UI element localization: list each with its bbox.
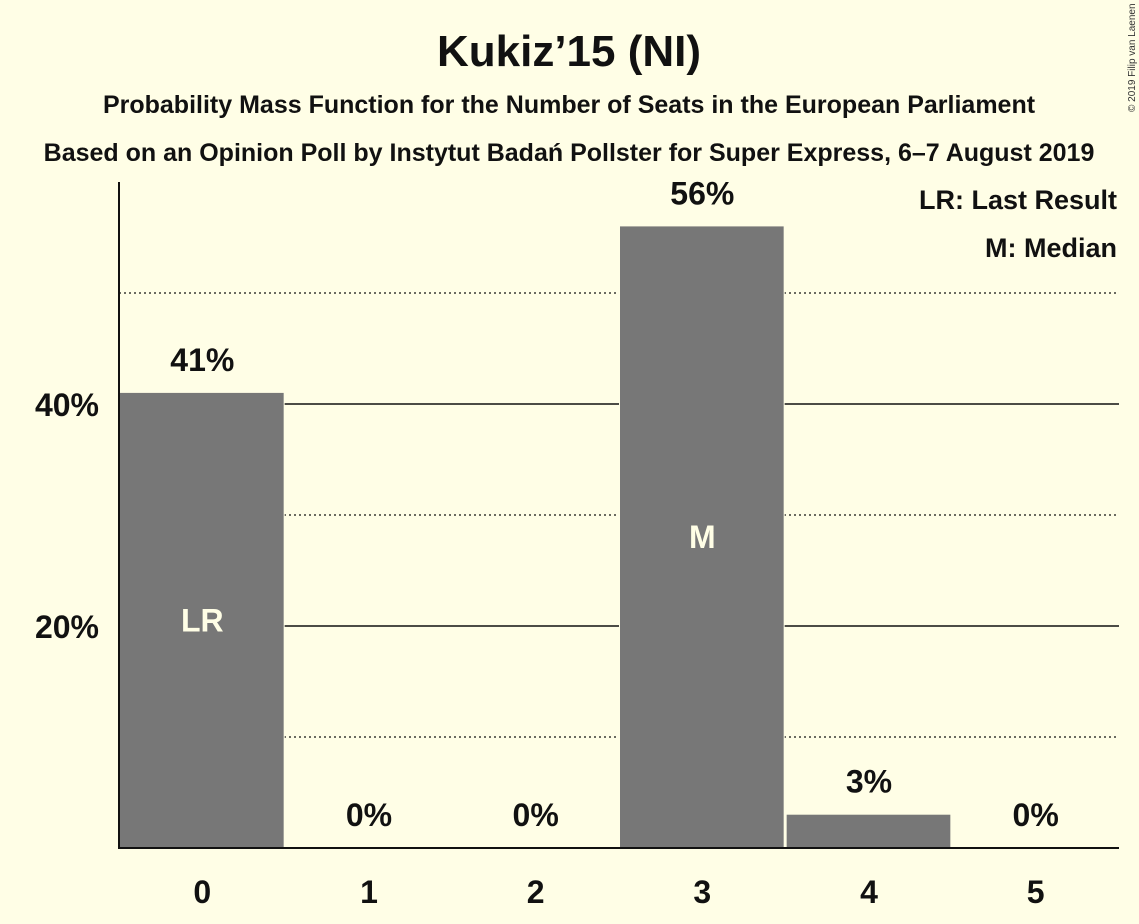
copyright-text: © 2019 Filip van Laenen	[1127, 3, 1138, 112]
data-label-2: 0%	[513, 797, 559, 833]
x-axis-ticks: 0 1 2 3 4 5	[193, 874, 1044, 910]
bar-tag-m: M	[689, 519, 716, 555]
data-label-1: 0%	[346, 797, 392, 833]
x-tick-label: 2	[527, 874, 545, 910]
data-labels: 41% LR 0% 0% 56% M 3% 0%	[170, 175, 1058, 833]
bar-seat-0	[120, 392, 284, 848]
data-label-0: 41%	[170, 342, 234, 378]
bar-seat-3	[620, 226, 784, 848]
data-label-3: 56%	[670, 175, 734, 211]
y-tick-label: 20%	[35, 609, 99, 645]
x-tick-label: 1	[360, 874, 378, 910]
bar-tag-lr: LR	[181, 602, 224, 638]
legend-median: M: Median	[985, 233, 1117, 263]
chart-subtitle: Probability Mass Function for the Number…	[103, 91, 1036, 119]
data-label-4: 3%	[846, 764, 892, 800]
legend-last-result: LR: Last Result	[919, 185, 1117, 215]
y-tick-label: 40%	[35, 387, 99, 423]
bars	[119, 226, 952, 848]
x-tick-label: 0	[193, 874, 211, 910]
bar-seat-4	[786, 814, 951, 848]
chart-subtitle-source: Based on an Opinion Poll by Instytut Bad…	[44, 139, 1095, 167]
x-tick-label: 3	[693, 874, 711, 910]
x-tick-label: 4	[860, 874, 878, 910]
y-axis-ticks: 20% 40%	[35, 387, 99, 645]
chart-title: Kukiz’15 (NI)	[437, 27, 701, 76]
x-tick-label: 5	[1027, 874, 1045, 910]
data-label-5: 0%	[1013, 797, 1059, 833]
